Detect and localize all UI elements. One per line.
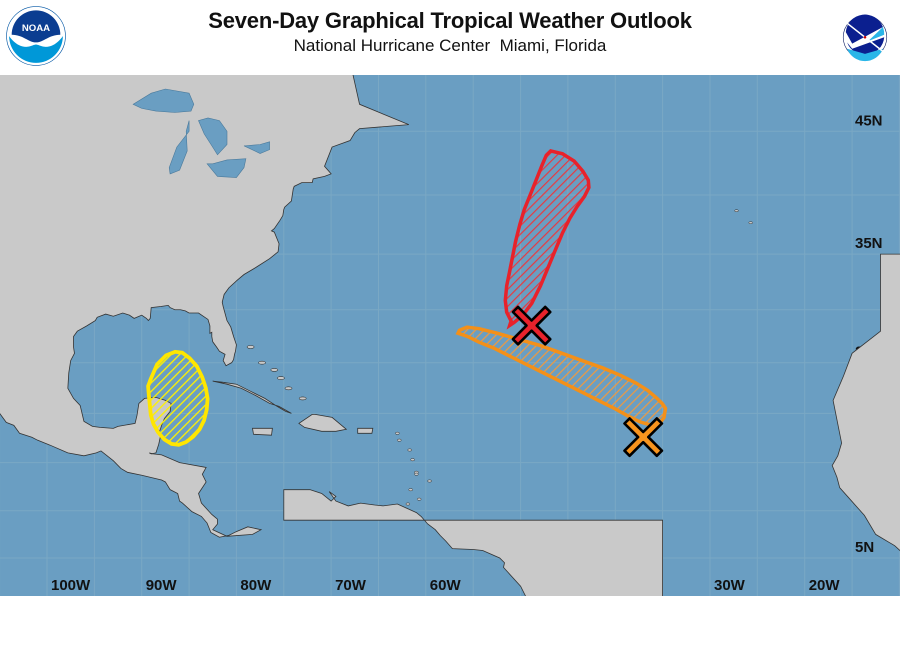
- svg-text:60W: 60W: [430, 577, 462, 594]
- svg-text:45N: 45N: [855, 112, 883, 129]
- svg-text:90W: 90W: [146, 577, 178, 594]
- svg-text:30W: 30W: [714, 577, 746, 594]
- svg-text:70W: 70W: [335, 577, 367, 594]
- svg-text:100W: 100W: [51, 577, 91, 594]
- svg-text:20W: 20W: [809, 577, 841, 594]
- svg-text:5N: 5N: [855, 539, 874, 556]
- svg-text:35N: 35N: [855, 235, 883, 252]
- svg-text:80W: 80W: [240, 577, 272, 594]
